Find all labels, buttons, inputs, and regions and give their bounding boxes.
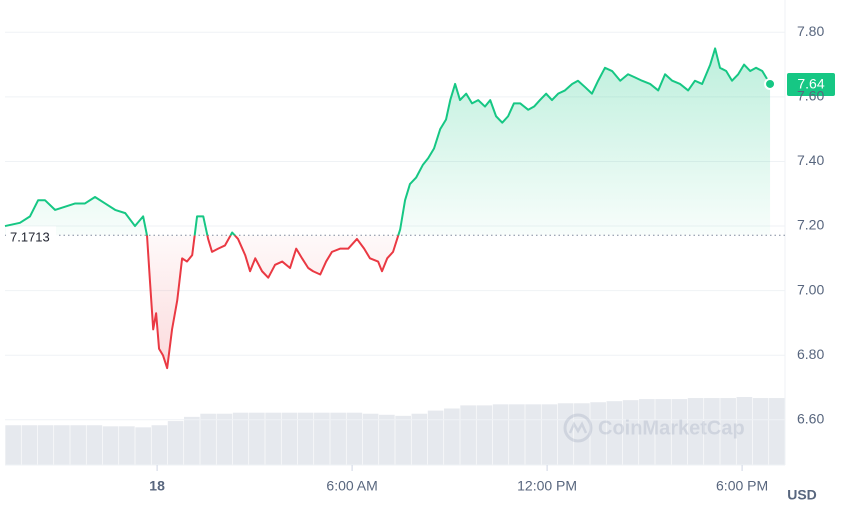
volume-bar [216, 413, 233, 465]
volume-bar [281, 412, 298, 465]
y-tick-label: 7.60 [797, 88, 824, 104]
volume-layer [5, 397, 785, 465]
volume-bar [720, 398, 736, 465]
volume-bar [606, 401, 623, 465]
volume-bar [476, 405, 493, 465]
volume-bar [102, 426, 119, 465]
x-tick-label: 6:00 AM [326, 478, 377, 494]
volume-bar [232, 412, 249, 465]
price-area [5, 48, 771, 369]
volume-bar [736, 397, 753, 465]
volume-bar [167, 421, 184, 465]
currency-label: USD [787, 487, 817, 503]
volume-bar [557, 403, 574, 465]
y-tick-label: 6.80 [797, 346, 824, 362]
volume-bar [362, 413, 379, 465]
volume-bar [151, 425, 168, 465]
volume-bar [704, 398, 720, 465]
y-tick-label: 6.60 [797, 410, 824, 426]
volume-bar [444, 408, 460, 465]
volume-bar [37, 425, 54, 465]
volume-bar [769, 398, 785, 465]
volume-bar [639, 399, 655, 465]
y-tick-label: 7.40 [797, 152, 824, 168]
volume-bar [314, 412, 330, 465]
volume-bar [200, 413, 216, 465]
volume-bar [590, 402, 606, 465]
y-tick-label: 7.00 [797, 281, 824, 297]
volume-bar [119, 426, 135, 465]
current-price-box [787, 72, 835, 96]
volume-bar [622, 400, 639, 465]
volume-bar [492, 404, 509, 465]
volume-bar [460, 405, 476, 465]
baseline-label: 7.1713 [10, 230, 50, 245]
volume-bar [265, 412, 281, 465]
volume-bar [541, 404, 558, 465]
volume-bar [509, 404, 525, 465]
volume-bar [346, 412, 363, 465]
volume-bar [135, 427, 151, 465]
volume-bar [249, 412, 265, 465]
watermark: CoinMarketCap [563, 413, 745, 443]
volume-bar [297, 412, 314, 465]
volume-bar [687, 398, 704, 465]
volume-bar [427, 410, 444, 465]
volume-bar [21, 425, 38, 465]
x-tick-label: 6:00 PM [716, 478, 768, 494]
baseline-label-bg [6, 226, 56, 243]
watermark-text: CoinMarketCap [598, 417, 745, 439]
volume-bar [655, 399, 671, 465]
x-tick-label: 18 [149, 478, 165, 494]
volume-bar [184, 416, 200, 465]
volume-bar [86, 425, 103, 465]
volume-bar [395, 415, 411, 465]
volume-bar [525, 404, 541, 465]
volume-bar [411, 413, 428, 465]
volume-bar [330, 412, 346, 465]
current-price-label: 7.64 [797, 76, 824, 92]
current-price-dot [764, 77, 777, 90]
watermark-logo-mark [568, 421, 588, 434]
volume-bar [752, 398, 769, 465]
plot-layer: 7.1713 7.64 [4, 47, 835, 370]
volume-bar [671, 399, 688, 465]
x-tick-label: 12:00 PM [517, 478, 577, 494]
volume-bar [574, 403, 590, 465]
price-line [4, 47, 771, 370]
volume-bar [54, 425, 70, 465]
volume-bar [70, 425, 86, 465]
volume-bar [379, 414, 395, 465]
volume-bar [5, 425, 21, 465]
y-tick-label: 7.80 [797, 23, 824, 39]
watermark-logo [563, 413, 593, 443]
y-tick-label: 7.20 [797, 217, 824, 233]
